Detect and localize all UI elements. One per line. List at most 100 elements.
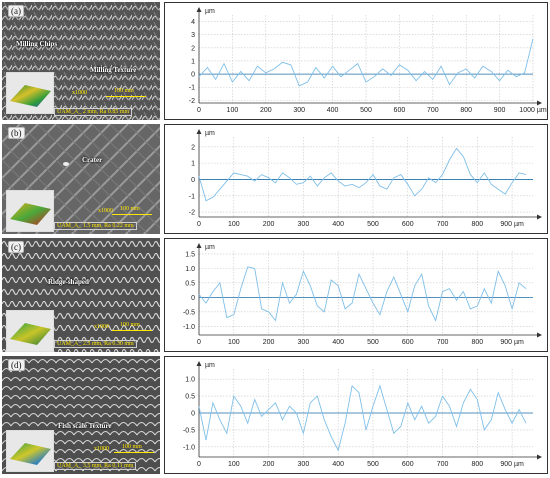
x-tick-label: 700 xyxy=(437,461,449,468)
caption-c: UAM_A_ 2.5 mm, Ra 0.30 mm xyxy=(54,340,137,348)
scale-bar-line-d xyxy=(114,452,154,453)
y-unit-label: µm xyxy=(205,130,215,137)
profile-line xyxy=(198,266,527,322)
y-axis-arrow xyxy=(196,361,202,366)
x-tick-label: 500 xyxy=(367,221,379,228)
y-axis-arrow xyxy=(196,129,202,134)
x-axis-arrow xyxy=(537,332,542,338)
y-tick-label: 1 xyxy=(191,161,195,168)
x-tick-label: 600 xyxy=(402,461,414,468)
y-tick-label: 0 xyxy=(191,411,195,418)
y-tick-label: 0.5 xyxy=(185,394,195,401)
sem-image-a: (a) Milling Chips Milling Texture x1000 … xyxy=(2,2,160,120)
x-tick-label: 0 xyxy=(197,221,201,228)
x-tick-label: 200 xyxy=(263,339,275,346)
y-tick-label: -1.0 xyxy=(183,324,195,331)
y-tick-label: 0 xyxy=(191,72,195,79)
annotation-fish-scale-texture: Fish scale Texture xyxy=(58,422,112,430)
x-axis-arrow xyxy=(537,214,542,220)
panel-label-a: (a) xyxy=(8,5,24,17)
panel-label-c: (c) xyxy=(8,241,24,253)
caption-a: UAM_A_ 2 mm, Ra 0.85 mm xyxy=(54,108,133,116)
y-tick-label: 1 xyxy=(191,58,195,65)
profile-line xyxy=(198,384,527,452)
profile-line xyxy=(198,38,534,87)
x-tick-label: 200 xyxy=(260,107,272,114)
scale-bar-line-b xyxy=(112,214,152,215)
annotation-milling-texture: Milling Texture xyxy=(90,66,137,74)
surface-3d-inset-b xyxy=(6,190,54,232)
x-tick-label: 800 xyxy=(460,107,472,114)
x-tick-label: 900 xyxy=(494,107,506,114)
y-tick-label: 1.0 xyxy=(185,377,195,384)
x-axis-arrow xyxy=(537,454,542,460)
x-tick-label: 0 xyxy=(197,107,201,114)
y-unit-label: µm xyxy=(205,8,215,15)
sem-image-c: (c) Ridge-shaped x1000 100 mm UAM_A_ 2.5… xyxy=(2,238,160,352)
x-tick-label: 700 xyxy=(427,107,439,114)
y-tick-label: -1 xyxy=(189,85,195,92)
profile-chart-c: µm 0 100 200 300 400 500 600 700 800 900 µm 1.5 1.0 0… xyxy=(164,238,548,352)
magnification-a: x1000 xyxy=(72,90,87,96)
caption-b: UAM_A_ 1.5 mm, Ra 0.22 mm xyxy=(54,222,137,230)
scale-bar-line-c xyxy=(112,330,152,331)
x-tick-label: 700 xyxy=(437,339,449,346)
annotation-ridge-shaped: Ridge-shaped xyxy=(48,278,89,286)
panel-a: (a) Milling Chips Milling Texture x1000 … xyxy=(0,2,550,120)
x-tick-label: 400 xyxy=(327,107,339,114)
panel-label-b: (b) xyxy=(8,127,25,139)
x-tick-label: 500 xyxy=(367,461,379,468)
panel-d: (d) Fish scale Texture x1000 100 mm UAM_… xyxy=(0,356,550,474)
x-tick-label: 300 xyxy=(298,461,310,468)
scale-bar-d: 100 mm xyxy=(122,444,142,450)
y-tick-label: 3 xyxy=(191,32,195,39)
y-axis-arrow xyxy=(196,7,202,12)
magnification-c: x1000 xyxy=(94,324,109,330)
x-tick-label: 900 µm xyxy=(500,461,524,468)
x-tick-label: 400 xyxy=(332,461,344,468)
x-tick-label: 0 xyxy=(197,339,201,346)
x-tick-label: 100 xyxy=(228,461,240,468)
x-tick-label: 700 xyxy=(437,221,449,228)
x-tick-label: 400 xyxy=(332,221,344,228)
x-tick-label: 600 xyxy=(402,339,414,346)
x-tick-label: 900 µm xyxy=(500,339,524,346)
profile-chart-a: µm 0 100 200 300 400 500 600 700 800 900 1000 µm 4 3 2… xyxy=(164,2,548,120)
scale-bar-c: 100 mm xyxy=(120,322,140,328)
y-tick-label: 2 xyxy=(191,144,195,151)
panel-label-d: (d) xyxy=(8,359,25,371)
y-tick-label: -1.0 xyxy=(183,444,195,451)
surface-3d-inset-a xyxy=(6,72,54,114)
y-tick-label: 0.5 xyxy=(185,280,195,287)
magnification-b: x1000 xyxy=(98,208,113,214)
y-tick-label: -0.5 xyxy=(183,309,195,316)
profile-chart-b: µm 0 100 200 300 400 500 600 700 800 900 µm 2 1 0 -1 -2 xyxy=(164,124,548,234)
x-tick-label: 100 xyxy=(228,221,240,228)
y-tick-label: -0.5 xyxy=(183,427,195,434)
x-tick-label: 900 µm xyxy=(500,221,524,228)
x-tick-label: 500 xyxy=(360,107,372,114)
x-tick-label: 500 xyxy=(367,339,379,346)
x-tick-label: 200 xyxy=(263,221,275,228)
y-tick-label: -1 xyxy=(189,193,195,200)
y-tick-label: 1.0 xyxy=(185,266,195,273)
x-tick-label: 800 xyxy=(471,339,483,346)
annotation-milling-chips: Milling Chips xyxy=(16,40,58,48)
annotation-crater: Crater xyxy=(82,156,103,164)
y-unit-label: µm xyxy=(205,362,215,369)
panel-b: (b) Crater x1000 100 mm UAM_A_ 1.5 mm, R… xyxy=(0,124,550,234)
x-tick-label: 100 xyxy=(227,107,239,114)
x-tick-label: 400 xyxy=(332,339,344,346)
y-axis-arrow xyxy=(196,243,202,248)
x-tick-label: 300 xyxy=(293,107,305,114)
y-tick-label: 0 xyxy=(191,177,195,184)
y-tick-label: 0 xyxy=(191,295,195,302)
surface-3d-inset-d xyxy=(6,430,54,472)
x-tick-label: 1000 µm xyxy=(519,107,547,114)
y-unit-label: µm xyxy=(205,244,215,251)
y-tick-label: 2 xyxy=(191,45,195,52)
x-tick-label: 800 xyxy=(471,221,483,228)
scale-bar-line-a xyxy=(106,96,146,97)
scale-bar-a: 100 mm xyxy=(114,88,134,94)
y-tick-label: 1.5 xyxy=(185,251,195,258)
